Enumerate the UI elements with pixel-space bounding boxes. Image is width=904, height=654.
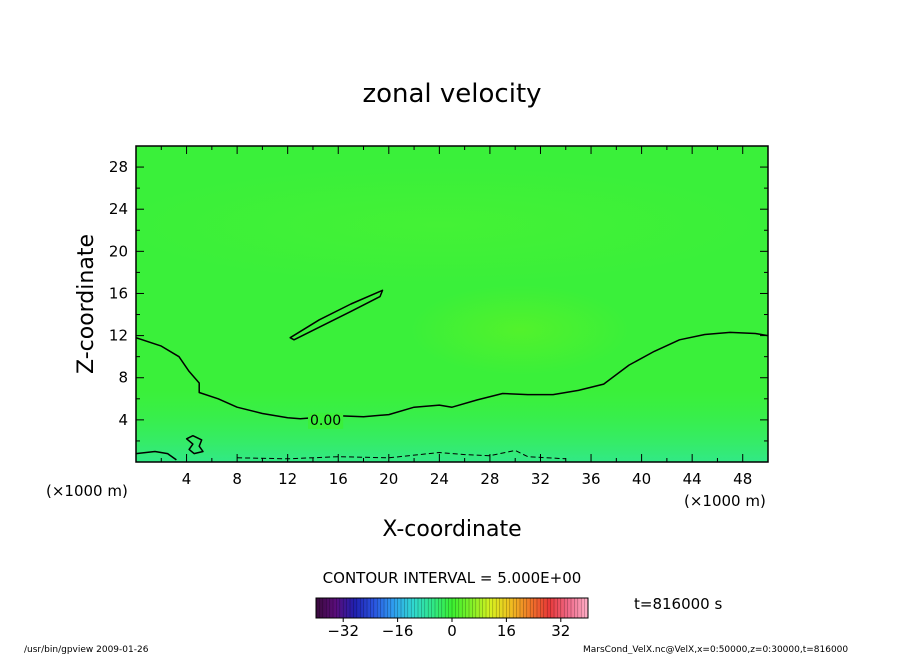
x-tick-label: 4 <box>182 470 192 488</box>
x-tick-label: 24 <box>430 470 449 488</box>
x-axis-label: X-coordinate <box>382 517 521 542</box>
field-mid-tint <box>410 285 630 375</box>
colorbar-tick-label: 16 <box>497 622 516 640</box>
plot-area <box>136 146 768 462</box>
time-label: t=816000 s <box>634 595 722 613</box>
colorbar-tick-label: 32 <box>551 622 570 640</box>
y-axis-label: Z-coordinate <box>74 234 99 374</box>
contour-lines <box>136 289 768 461</box>
y-tick-label: 16 <box>109 284 128 302</box>
contour-label: 0.00 <box>310 413 341 429</box>
colorbar: −32 −16 0 16 32 <box>315 597 589 640</box>
field-bottom-tint <box>136 390 768 462</box>
y-tick-label: 4 <box>118 411 128 429</box>
y-tick-label: 8 <box>118 369 128 387</box>
plot-frame <box>135 145 769 463</box>
colorbar-tick-label: −16 <box>382 622 414 640</box>
contour-interval-label: CONTOUR INTERVAL = 5.000E+00 <box>323 569 582 587</box>
colorbar-tick-label: −32 <box>327 622 359 640</box>
x-tick-label: 28 <box>480 470 499 488</box>
x-tick-label: 40 <box>632 470 651 488</box>
y-tick-label: 28 <box>109 158 128 176</box>
y-tick-label: 24 <box>109 200 128 218</box>
contour-label-group: 0.00 <box>308 412 344 429</box>
contour-line <box>289 289 384 341</box>
x-tick-label: 36 <box>581 470 600 488</box>
contour-line <box>136 450 177 461</box>
colorbar-tick-label: 0 <box>447 622 457 640</box>
x-tick-label: 44 <box>683 470 702 488</box>
x-unit-label: (×1000 m) <box>684 492 766 510</box>
x-tick-label: 12 <box>278 470 297 488</box>
x-tick-label: 8 <box>232 470 242 488</box>
y-unit-label: (×1000 m) <box>46 482 128 500</box>
contour-line <box>237 449 566 460</box>
y-tick-label: 12 <box>109 327 128 345</box>
footer-left: /usr/bin/gpview 2009-01-26 <box>24 645 149 654</box>
x-tick-label: 20 <box>379 470 398 488</box>
x-tick-label: 48 <box>733 470 752 488</box>
footer-right: MarsCond_VelX.nc@VelX,x=0:50000,z=0:3000… <box>583 645 848 654</box>
chart-title: zonal velocity <box>362 79 541 109</box>
contour-line <box>185 434 204 455</box>
x-tick-label: 16 <box>329 470 348 488</box>
x-tick-label: 32 <box>531 470 550 488</box>
field-upper-tint <box>136 165 768 285</box>
contour-line <box>136 331 768 420</box>
contour-label-background <box>308 412 344 429</box>
y-tick-label: 20 <box>109 242 128 260</box>
